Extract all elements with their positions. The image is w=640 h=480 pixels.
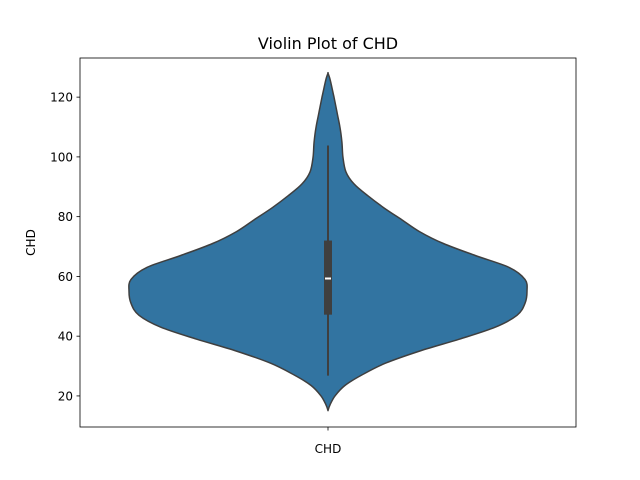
median-marker [325, 277, 331, 280]
chart-title: Violin Plot of CHD [258, 34, 398, 53]
y-axis-ticks: 20 40 60 80 100 120 [50, 91, 80, 403]
y-tick-label: 100 [50, 150, 73, 164]
y-axis-label: CHD [24, 229, 38, 256]
y-tick-label: 120 [50, 91, 73, 105]
y-tick-label: 60 [58, 270, 73, 284]
plot-area [128, 71, 528, 412]
x-tick-label: CHD [315, 442, 342, 456]
y-tick-label: 20 [58, 389, 73, 403]
y-tick-label: 40 [58, 330, 73, 344]
x-axis-ticks: CHD [315, 427, 342, 456]
y-tick-label: 80 [58, 210, 73, 224]
